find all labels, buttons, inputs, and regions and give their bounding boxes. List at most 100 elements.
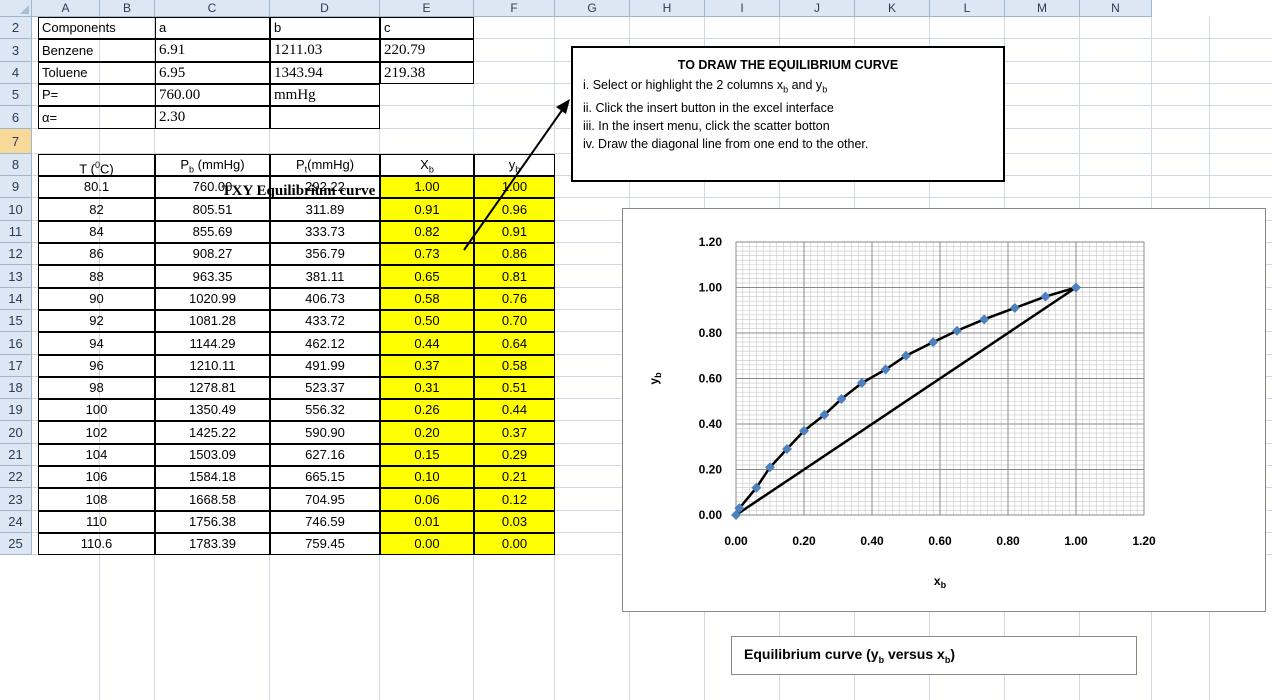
cell-toluene-value2[interactable]: 1343.94 (270, 62, 380, 84)
cell-headers-value1[interactable]: a (155, 17, 270, 39)
table-cell-r24-c0[interactable]: 110 (38, 511, 155, 533)
cell-headers-value3[interactable]: c (380, 17, 474, 39)
table-cell-r16-c1[interactable]: 1144.29 (155, 332, 270, 355)
table-cell-r17-c2[interactable]: 491.99 (270, 355, 380, 377)
table-cell-r19-c2[interactable]: 556.32 (270, 399, 380, 421)
table-cell-r14-c1[interactable]: 1020.99 (155, 288, 270, 310)
table-cell-r17-c3[interactable]: 0.37 (380, 355, 474, 377)
row-header-2[interactable]: 2 (0, 17, 32, 39)
table-cell-r12-c2[interactable]: 356.79 (270, 243, 380, 265)
table-cell-r24-c1[interactable]: 1756.38 (155, 511, 270, 533)
column-header-i[interactable]: I (705, 0, 780, 17)
column-header-g[interactable]: G (555, 0, 630, 17)
column-header-l[interactable]: L (930, 0, 1005, 17)
column-header-f[interactable]: F (474, 0, 555, 17)
row-header-6[interactable]: 6 (0, 106, 32, 129)
column-header-n[interactable]: N (1080, 0, 1152, 17)
cell-headers-value2[interactable]: b (270, 17, 380, 39)
table-cell-r23-c2[interactable]: 704.95 (270, 488, 380, 511)
table-cell-r19-c0[interactable]: 100 (38, 399, 155, 421)
header-xb[interactable]: Xb (380, 154, 474, 176)
header-yb[interactable]: yb (474, 154, 555, 176)
table-cell-r25-c4[interactable]: 0.00 (474, 533, 555, 555)
table-cell-r24-c3[interactable]: 0.01 (380, 511, 474, 533)
header-pb[interactable]: Pb (mmHg) (155, 154, 270, 176)
table-cell-r24-c4[interactable]: 0.03 (474, 511, 555, 533)
table-cell-r18-c2[interactable]: 523.37 (270, 377, 380, 399)
column-header-d[interactable]: D (270, 0, 380, 17)
row-header-22[interactable]: 22 (0, 466, 32, 488)
row-header-15[interactable]: 15 (0, 310, 32, 332)
table-cell-r19-c3[interactable]: 0.26 (380, 399, 474, 421)
table-cell-r21-c2[interactable]: 627.16 (270, 444, 380, 466)
table-cell-r25-c3[interactable]: 0.00 (380, 533, 474, 555)
table-cell-r13-c2[interactable]: 381.11 (270, 265, 380, 288)
row-header-24[interactable]: 24 (0, 511, 32, 533)
table-cell-r15-c3[interactable]: 0.50 (380, 310, 474, 332)
table-cell-r10-c2[interactable]: 311.89 (270, 198, 380, 221)
row-header-8[interactable]: 8 (0, 154, 32, 176)
table-cell-r16-c4[interactable]: 0.64 (474, 332, 555, 355)
table-cell-r21-c3[interactable]: 0.15 (380, 444, 474, 466)
column-header-a[interactable]: A (32, 0, 100, 17)
table-cell-r19-c4[interactable]: 0.44 (474, 399, 555, 421)
table-cell-r20-c1[interactable]: 1425.22 (155, 421, 270, 444)
cell-toluene-value3[interactable]: 219.38 (380, 62, 474, 84)
table-cell-r25-c2[interactable]: 759.45 (270, 533, 380, 555)
table-cell-r9-c0[interactable]: 80.1 (38, 176, 155, 198)
table-cell-r20-c0[interactable]: 102 (38, 421, 155, 444)
row-header-18[interactable]: 18 (0, 377, 32, 399)
column-header-m[interactable]: M (1005, 0, 1080, 17)
row-header-23[interactable]: 23 (0, 488, 32, 511)
row-header-4[interactable]: 4 (0, 62, 32, 84)
table-cell-r20-c4[interactable]: 0.37 (474, 421, 555, 444)
row-header-7[interactable]: 7 (0, 129, 32, 154)
table-cell-r16-c2[interactable]: 462.12 (270, 332, 380, 355)
cell-benzene-value3[interactable]: 220.79 (380, 39, 474, 62)
table-cell-r22-c2[interactable]: 665.15 (270, 466, 380, 488)
table-cell-r14-c3[interactable]: 0.58 (380, 288, 474, 310)
select-all-corner[interactable] (0, 0, 32, 17)
table-cell-r16-c0[interactable]: 94 (38, 332, 155, 355)
header-temperature[interactable]: T (0C) (38, 154, 155, 176)
column-header-b[interactable]: B (100, 0, 155, 17)
table-cell-r12-c3[interactable]: 0.73 (380, 243, 474, 265)
table-cell-r23-c4[interactable]: 0.12 (474, 488, 555, 511)
table-cell-r23-c0[interactable]: 108 (38, 488, 155, 511)
row-header-10[interactable]: 10 (0, 198, 32, 221)
row-header-11[interactable]: 11 (0, 221, 32, 243)
table-cell-r11-c4[interactable]: 0.91 (474, 221, 555, 243)
table-cell-r21-c4[interactable]: 0.29 (474, 444, 555, 466)
row-header-12[interactable]: 12 (0, 243, 32, 265)
table-cell-r25-c0[interactable]: 110.6 (38, 533, 155, 555)
table-cell-r11-c0[interactable]: 84 (38, 221, 155, 243)
table-cell-r12-c4[interactable]: 0.86 (474, 243, 555, 265)
table-cell-r10-c0[interactable]: 82 (38, 198, 155, 221)
table-cell-r17-c1[interactable]: 1210.11 (155, 355, 270, 377)
table-cell-r11-c3[interactable]: 0.82 (380, 221, 474, 243)
table-cell-r14-c2[interactable]: 406.73 (270, 288, 380, 310)
table-cell-r15-c0[interactable]: 92 (38, 310, 155, 332)
column-header-j[interactable]: J (780, 0, 855, 17)
table-cell-r20-c2[interactable]: 590.90 (270, 421, 380, 444)
table-cell-r18-c3[interactable]: 0.31 (380, 377, 474, 399)
row-header-9[interactable]: 9 (0, 176, 32, 198)
row-header-3[interactable]: 3 (0, 39, 32, 62)
cell-toluene-value1[interactable]: 6.95 (155, 62, 270, 84)
equilibrium-chart[interactable]: 0.00 0.20 0.40 0.60 0.80 1.00 1.20 0.00 0.20 0.40… (622, 208, 1266, 612)
cell-alpha-value1[interactable]: 2.30 (155, 106, 270, 129)
header-pt[interactable]: Pt(mmHg) (270, 154, 380, 176)
row-header-17[interactable]: 17 (0, 355, 32, 377)
table-cell-r20-c3[interactable]: 0.20 (380, 421, 474, 444)
cell-alpha-value2[interactable] (270, 106, 380, 129)
table-cell-r13-c1[interactable]: 963.35 (155, 265, 270, 288)
table-cell-r24-c2[interactable]: 746.59 (270, 511, 380, 533)
cell-benzene-value2[interactable]: 1211.03 (270, 39, 380, 62)
table-cell-r21-c0[interactable]: 104 (38, 444, 155, 466)
table-cell-r9-c3[interactable]: 1.00 (380, 176, 474, 198)
table-cell-r22-c0[interactable]: 106 (38, 466, 155, 488)
chart-caption-box[interactable]: Equilibrium curve (yb versus xb) (731, 636, 1137, 675)
row-header-21[interactable]: 21 (0, 444, 32, 466)
table-cell-r13-c0[interactable]: 88 (38, 265, 155, 288)
cell-pressure-value1[interactable]: 760.00 (155, 84, 270, 106)
